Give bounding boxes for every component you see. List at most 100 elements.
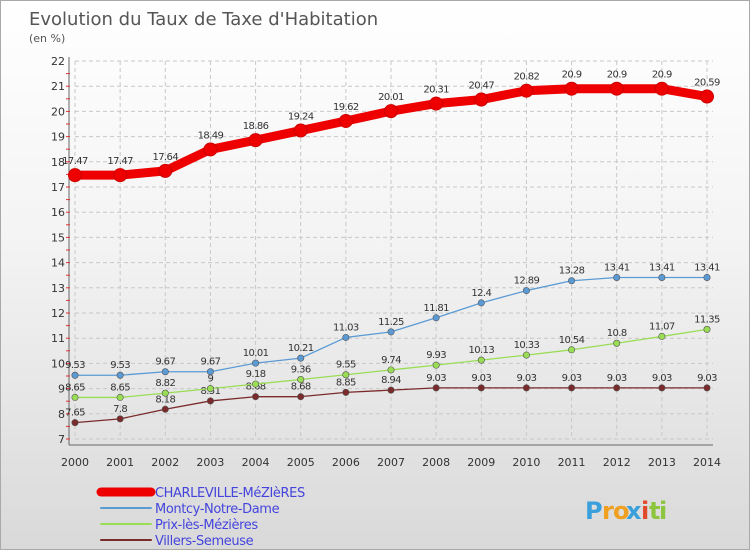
data-label: 9.03	[471, 373, 491, 384]
data-label: 8.68	[291, 382, 311, 393]
data-label: 10.01	[243, 348, 269, 359]
data-point	[477, 356, 485, 364]
data-point	[297, 376, 305, 384]
logo-letter: o	[613, 497, 630, 525]
data-label: 17.64	[152, 152, 178, 163]
data-point	[654, 81, 669, 96]
data-label: 12.89	[514, 276, 540, 287]
data-point	[161, 405, 169, 413]
data-point	[429, 96, 444, 111]
logo-letter: x	[626, 497, 642, 525]
legend-label: Montcy-Notre-Dame	[155, 502, 280, 517]
data-label: 8.65	[110, 382, 130, 393]
data-label: 8.82	[155, 378, 175, 389]
data-label: 9.67	[200, 357, 220, 368]
data-label: 20.9	[652, 70, 672, 81]
data-point	[293, 123, 308, 138]
data-point	[252, 380, 260, 388]
x-tick-label: 2008	[422, 456, 450, 469]
data-label: 18.49	[198, 130, 224, 141]
data-label: 8.18	[155, 394, 175, 405]
logo-letter: i	[641, 497, 649, 525]
data-label: 20.82	[514, 72, 540, 83]
data-point	[116, 415, 124, 423]
x-tick-label: 2002	[151, 456, 179, 469]
data-label: 8.85	[336, 377, 356, 388]
y-tick-label: 21	[51, 80, 65, 93]
data-label: 17.47	[107, 156, 133, 167]
data-point	[342, 388, 350, 396]
y-tick-label: 22	[51, 55, 65, 68]
data-point	[568, 384, 576, 392]
data-label: 18.86	[243, 121, 269, 132]
y-tick-label: 13	[51, 282, 65, 295]
x-tick-label: 2000	[61, 456, 89, 469]
data-label: 13.41	[604, 262, 630, 273]
data-label: 20.9	[607, 70, 627, 81]
data-label: 9.67	[155, 357, 175, 368]
data-label: 9	[208, 374, 214, 385]
data-label: 10.33	[514, 340, 540, 351]
data-label: 8.94	[381, 375, 401, 386]
y-tick-label: 18	[51, 156, 65, 169]
data-point	[68, 168, 82, 183]
data-point	[71, 419, 79, 427]
y-tick-label: 20	[51, 105, 65, 118]
data-point	[342, 333, 350, 341]
data-point	[564, 81, 579, 96]
data-point	[658, 332, 666, 340]
data-point	[613, 384, 621, 392]
x-tick-label: 2010	[512, 456, 540, 469]
data-label: 10.8	[607, 328, 627, 339]
data-label: 20.47	[468, 81, 494, 92]
series-group: 7.657.88.188.518.688.688.858.949.039.039…	[62, 70, 721, 427]
data-point	[703, 273, 711, 281]
logo-letter: P	[585, 497, 603, 525]
data-label: 20.9	[562, 70, 582, 81]
data-point	[387, 366, 395, 374]
y-tick-label: 11	[51, 332, 65, 345]
data-label: 9.03	[562, 373, 582, 384]
x-tick-label: 2012	[603, 456, 631, 469]
data-point	[700, 89, 714, 104]
data-point	[613, 273, 621, 281]
x-tick-label: 2011	[558, 456, 586, 469]
data-label: 9.03	[426, 373, 446, 384]
data-label: 13.41	[649, 262, 675, 273]
data-point	[158, 163, 173, 178]
data-label: 11.35	[694, 314, 720, 325]
y-tick-label: 9	[58, 383, 65, 396]
data-point	[522, 351, 530, 359]
data-point	[568, 346, 576, 354]
data-label: 11.81	[423, 303, 449, 314]
data-label: 9.03	[607, 373, 627, 384]
data-point	[206, 368, 214, 376]
y-tick-label: 16	[51, 206, 65, 219]
data-point	[206, 397, 214, 405]
data-label: 8.65	[65, 382, 85, 393]
data-label: 11.25	[378, 317, 404, 328]
data-point	[161, 389, 169, 397]
unit-label: (en %)	[29, 32, 65, 45]
data-label: 9.53	[65, 360, 85, 371]
data-point	[384, 104, 398, 119]
y-tick-label: 10	[51, 357, 65, 370]
logo-letter: i	[659, 497, 667, 525]
data-point	[609, 81, 624, 96]
y-tick-label: 14	[51, 257, 65, 270]
data-point	[387, 386, 395, 394]
data-label: 9.74	[381, 355, 401, 366]
data-point	[338, 113, 353, 128]
data-point	[161, 368, 169, 376]
legend-label: Villers-Semeuse	[155, 534, 254, 549]
data-point	[342, 371, 350, 379]
x-tick-label: 2009	[467, 456, 495, 469]
data-label: 9.93	[426, 350, 446, 361]
y-tick-label: 15	[51, 231, 65, 244]
data-label: 10.54	[559, 335, 585, 346]
x-tick-label: 2007	[377, 456, 405, 469]
x-tick-label: 2004	[242, 456, 270, 469]
x-tick-label: 2005	[287, 456, 315, 469]
